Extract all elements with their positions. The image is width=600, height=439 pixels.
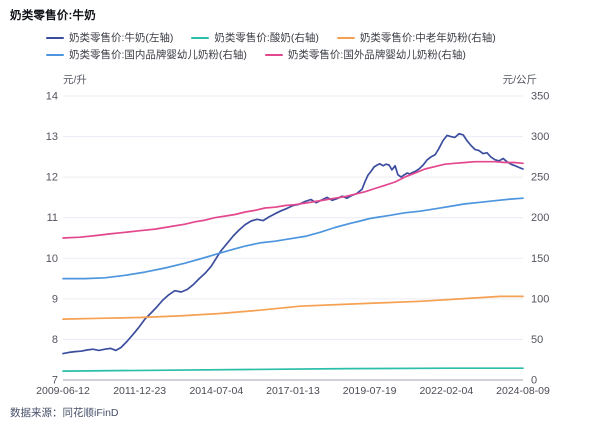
legend-swatch-icon [191, 36, 210, 40]
right-axis-tick-label: 250 [531, 172, 549, 184]
left-axis-tick-label: 9 [52, 293, 58, 305]
right-axis-tick-label: 350 [531, 91, 549, 103]
left-axis-unit-label: 元/升 [63, 74, 87, 86]
source-note: 数据来源：同花顺iFinD [10, 407, 119, 419]
x-axis-tick-label: 2009-06-12 [36, 385, 90, 397]
right-axis-unit-label: 元/公斤 [502, 74, 537, 86]
right-axis-tick-label: 100 [531, 293, 549, 305]
legend-item-label: 奶类零售价:国外品牌婴幼儿奶粉(右轴) [287, 49, 466, 61]
legend-item-label: 奶类零售价:牛奶(左轴) [69, 32, 174, 44]
series-line-2 [62, 295, 524, 320]
legend-swatch-icon [336, 36, 355, 40]
x-axis-tick-label: 2014-07-04 [189, 385, 243, 397]
left-axis-tick-label: 7 [52, 375, 58, 387]
legend-item-3[interactable]: 奶类零售价:国内品牌婴幼儿奶粉(右轴) [46, 48, 247, 62]
series-line-0 [62, 132, 524, 355]
right-axis-tick-label: 50 [531, 334, 543, 346]
legend-swatch-icon [46, 53, 64, 57]
legend-item-0[interactable]: 奶类零售价:牛奶(左轴) [46, 31, 173, 45]
left-axis-tick-label: 13 [46, 131, 58, 143]
legend-item-2[interactable]: 奶类零售价:中老年奶粉(右轴) [336, 31, 496, 45]
legend-item-label: 奶类零售价:国内品牌婴幼儿奶粉(右轴) [69, 49, 247, 61]
legend-item-4[interactable]: 奶类零售价:国外品牌婴幼儿奶粉(右轴) [264, 48, 466, 62]
left-axis-tick-label: 10 [46, 253, 58, 265]
x-axis-tick-label: 2017-01-13 [266, 385, 320, 397]
x-axis-tick-label: 2024-08-09 [496, 385, 550, 397]
series-line-3 [62, 197, 524, 280]
right-axis-tick-label: 300 [531, 131, 549, 143]
left-axis-tick-label: 12 [46, 172, 58, 184]
legend-item-label: 奶类零售价:酸奶(右轴) [214, 32, 319, 44]
legend-item-1[interactable]: 奶类零售价:酸奶(右轴) [191, 31, 319, 45]
legend: 奶类零售价:牛奶(左轴) 奶类零售价:酸奶(右轴) 奶类零售价:中老年奶粉(右轴) 奶… [46, 31, 566, 65]
x-axis-tick-label: 2019-07-19 [343, 385, 397, 397]
series-line-1 [62, 367, 524, 372]
x-axis-tick-label: 2011-12-23 [113, 385, 166, 397]
legend-item-label: 奶类零售价:中老年奶粉(右轴) [359, 32, 496, 44]
left-axis-tick-label: 8 [52, 334, 58, 346]
left-axis-tick-label: 14 [46, 91, 58, 103]
x-axis-tick-label: 2022-02-04 [419, 385, 473, 397]
chart-title: 奶类零售价:牛奶 [10, 10, 96, 22]
right-axis-tick-label: 150 [531, 253, 549, 265]
left-axis-tick-label: 11 [47, 212, 58, 224]
legend-swatch-icon [46, 36, 64, 40]
series-line-4 [62, 160, 524, 239]
right-axis-tick-label: 0 [531, 375, 537, 387]
legend-swatch-icon [264, 53, 283, 57]
right-axis-tick-label: 200 [531, 212, 549, 224]
